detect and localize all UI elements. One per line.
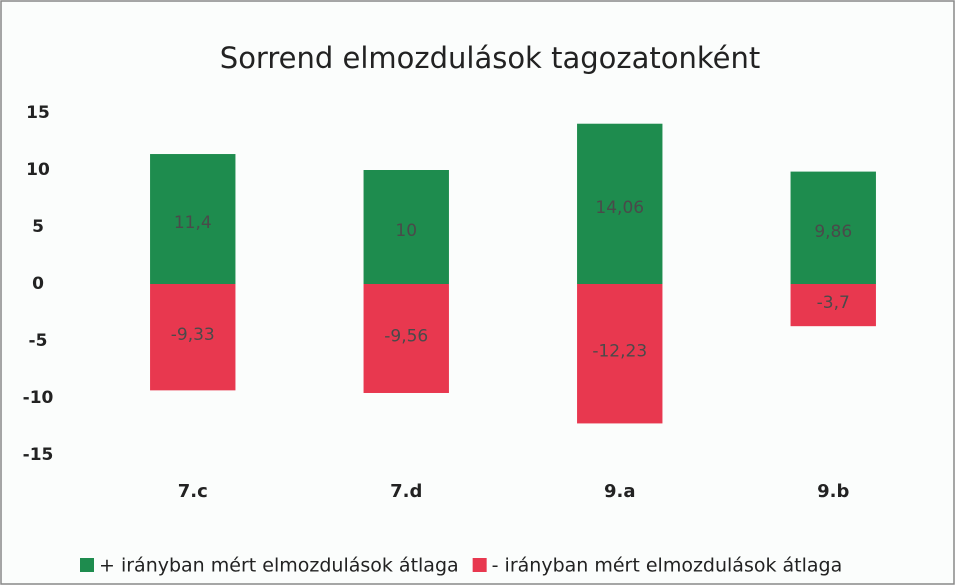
- value-label: 10: [395, 221, 417, 241]
- x-tick-label: 9.a: [604, 481, 636, 502]
- legend-swatch: [80, 558, 94, 572]
- y-tick-label: 0: [32, 274, 44, 294]
- value-label: -9,33: [171, 325, 215, 345]
- value-label: 11,4: [174, 213, 212, 233]
- bar: [790, 284, 876, 327]
- bar: [150, 154, 236, 284]
- x-tick-label: 9.b: [817, 481, 849, 502]
- y-tick-label: 10: [26, 160, 50, 180]
- value-label: -9,56: [384, 326, 428, 346]
- x-tick-label: 7.d: [390, 481, 422, 502]
- bar: [577, 284, 663, 424]
- x-tick-label: 7.c: [178, 481, 208, 502]
- legend-label: - irányban mért elmozdulások átlaga: [492, 555, 843, 577]
- y-tick-label: -5: [29, 331, 48, 351]
- y-tick-label: -15: [23, 445, 54, 465]
- legend-label: + irányban mért elmozdulások átlaga: [99, 555, 459, 577]
- value-label: 9,86: [814, 222, 852, 242]
- bar: [577, 123, 663, 284]
- bar: [363, 170, 449, 284]
- bar: [790, 171, 876, 284]
- legend-swatch: [472, 558, 487, 572]
- chart-title: Sorrend elmozdulások tagozatonként: [220, 41, 760, 75]
- bar: [150, 284, 236, 391]
- bar: [363, 284, 449, 393]
- y-tick-label: 5: [32, 217, 44, 237]
- value-label: -12,23: [592, 342, 647, 362]
- value-label: -3,7: [817, 293, 850, 313]
- y-tick-label: 15: [26, 103, 50, 123]
- y-tick-label: -10: [23, 388, 54, 408]
- value-label: 14,06: [595, 198, 644, 218]
